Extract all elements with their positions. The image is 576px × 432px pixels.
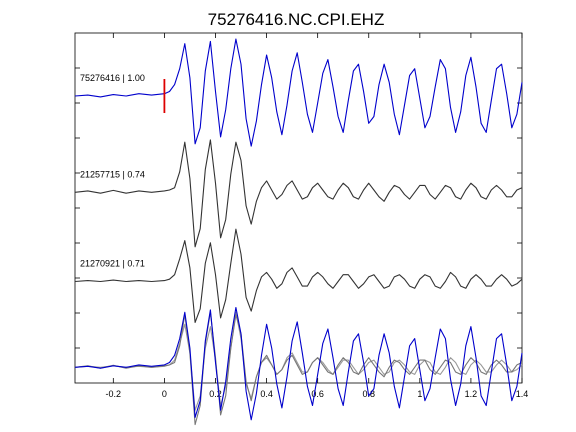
x-tick-label: 0.2 — [209, 389, 222, 399]
x-tick-label: 1 — [417, 389, 422, 399]
x-tick-label: 1.2 — [465, 389, 478, 399]
axis-ticks: -0.2 0 0.2 0.4 0.6 0.8 1 1.2 1.4 — [75, 33, 528, 399]
trace-21257715 — [74, 139, 523, 248]
trace-group — [74, 38, 523, 426]
trace-75276416 — [74, 38, 523, 147]
x-tick-label: 1.4 — [516, 389, 529, 399]
trace-labels: 75276416 | 1.00 21257715 | 0.74 21270921 |… — [80, 73, 145, 269]
overlay-trace-75276416 — [74, 306, 523, 421]
trace-label-75276416: 75276416 | 1.00 — [80, 73, 145, 83]
trace-21270921 — [74, 228, 523, 323]
x-tick-label: -0.2 — [106, 389, 122, 399]
x-tick-label: 0 — [162, 389, 167, 399]
x-tick-label: 0.6 — [311, 389, 324, 399]
trace-label-21270921: 21270921 | 0.71 — [80, 259, 145, 269]
trace-label-21257715: 21257715 | 0.74 — [80, 169, 145, 179]
x-tick-label: 0.4 — [260, 389, 273, 399]
chart-title: 75276416.NC.CPI.EHZ — [208, 10, 385, 29]
